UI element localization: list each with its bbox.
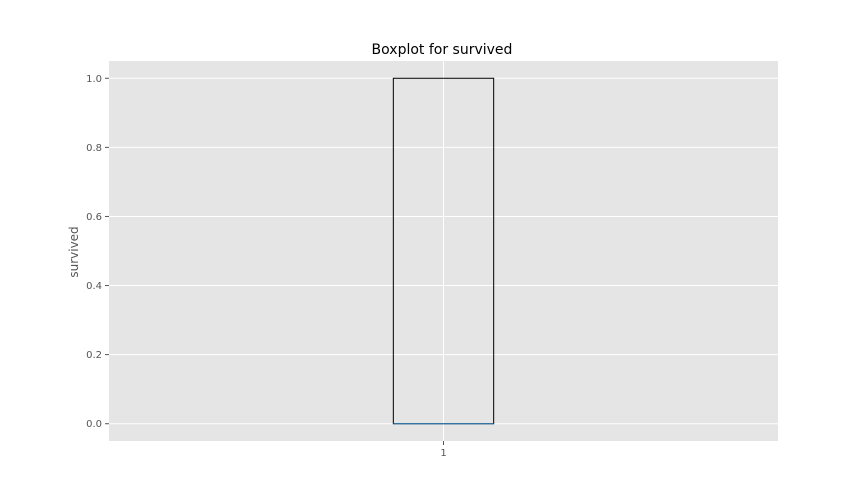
y-tick-label: 0.8	[86, 143, 102, 154]
y-axis-label: survived	[67, 226, 81, 277]
boxes	[392, 77, 495, 425]
y-tick-label: 0.2	[86, 350, 102, 361]
y-tick-label: 0.0	[86, 419, 102, 430]
y-tick-label: 0.4	[86, 281, 102, 292]
x-ticks: 1	[440, 441, 447, 459]
chart-title: Boxplot for survived	[372, 42, 513, 58]
y-tick-label: 1.0	[86, 74, 102, 85]
y-tick-label: 0.6	[86, 212, 102, 223]
y-ticks: 0.0 0.2 0.4 0.6 0.8 1.0	[86, 74, 109, 430]
x-tick-label: 1	[440, 448, 446, 459]
